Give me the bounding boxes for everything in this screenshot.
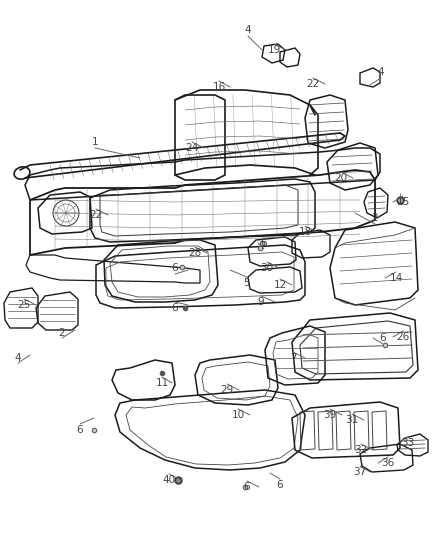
Text: 14: 14 [389, 273, 403, 283]
Text: 28: 28 [188, 248, 201, 258]
Text: 32: 32 [354, 445, 367, 455]
Text: 5: 5 [244, 278, 250, 288]
Text: 30: 30 [261, 263, 274, 273]
Text: 39: 39 [323, 410, 337, 420]
Text: 24: 24 [185, 143, 198, 153]
Text: 22: 22 [89, 210, 102, 220]
Text: 25: 25 [18, 300, 31, 310]
Text: 9: 9 [258, 297, 264, 307]
Text: 6: 6 [77, 425, 83, 435]
Text: 18: 18 [298, 227, 311, 237]
Text: 15: 15 [396, 197, 410, 207]
Text: 4: 4 [245, 25, 251, 35]
Text: 6: 6 [277, 480, 283, 490]
Text: 33: 33 [401, 438, 415, 448]
Text: 4: 4 [378, 67, 384, 77]
Text: 31: 31 [346, 415, 359, 425]
Text: 26: 26 [396, 332, 410, 342]
Text: 1: 1 [92, 137, 98, 147]
Text: 7: 7 [290, 353, 297, 363]
Text: 12: 12 [273, 280, 286, 290]
Text: 6: 6 [172, 303, 178, 313]
Text: 6: 6 [172, 263, 178, 273]
Text: 19: 19 [267, 45, 281, 55]
Text: 29: 29 [220, 385, 233, 395]
Text: 22: 22 [306, 79, 320, 89]
Text: 6: 6 [380, 333, 386, 343]
Text: 6: 6 [261, 238, 267, 248]
Text: 40: 40 [162, 475, 176, 485]
Text: 20: 20 [335, 173, 348, 183]
Text: 37: 37 [353, 467, 367, 477]
Text: 2: 2 [59, 328, 65, 338]
Text: 2: 2 [372, 213, 378, 223]
Text: 6: 6 [244, 482, 250, 492]
Text: 4: 4 [15, 353, 21, 363]
Text: 16: 16 [212, 82, 226, 92]
Text: 36: 36 [381, 458, 395, 468]
Text: 11: 11 [155, 378, 169, 388]
Text: 10: 10 [231, 410, 244, 420]
